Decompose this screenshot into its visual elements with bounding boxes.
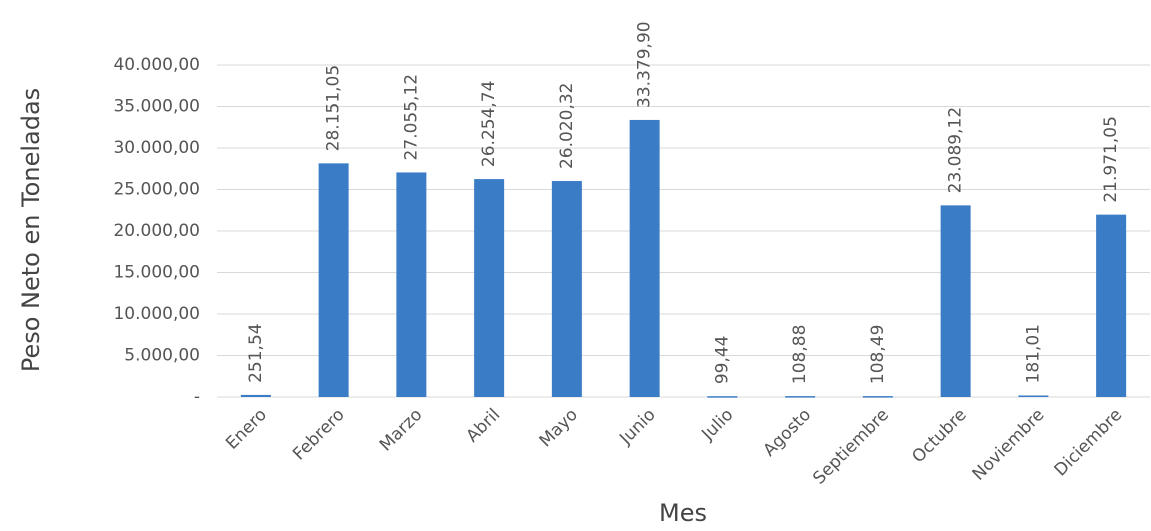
bar	[1018, 395, 1049, 397]
value-label: 33.379,90	[635, 21, 655, 108]
x-tick-label: Julio	[697, 405, 737, 445]
y-tick-label: 5.000,00	[124, 346, 200, 366]
y-tick-label: 35.000,00	[113, 97, 200, 117]
value-label: 28.151,05	[324, 65, 344, 152]
bar	[629, 119, 660, 397]
x-tick-label: Febrero	[289, 405, 349, 465]
x-tick-label: Septiembre	[809, 405, 893, 489]
x-tick-label: Noviembre	[969, 405, 1049, 485]
x-tick-label: Abril	[463, 405, 505, 447]
value-label: 27.055,12	[401, 74, 421, 161]
bar	[318, 163, 349, 397]
bar	[474, 179, 505, 397]
y-tick-label: 15.000,00	[113, 263, 200, 283]
bar	[785, 396, 816, 398]
bar	[240, 394, 271, 397]
bar	[862, 396, 893, 398]
value-label: 23.089,12	[946, 107, 966, 194]
y-tick-label: 10.000,00	[113, 304, 200, 324]
value-label: 99,44	[712, 336, 732, 385]
y-tick-label: -	[194, 387, 200, 407]
value-label: 26.020,32	[557, 83, 577, 170]
y-axis-title: Peso Neto en Toneladas	[17, 88, 45, 372]
y-tick-label: 30.000,00	[113, 138, 200, 158]
bar	[551, 181, 582, 397]
x-axis-title: Mes	[659, 499, 707, 527]
value-label: 108,49	[868, 325, 888, 384]
value-label: 251,54	[246, 323, 266, 382]
bar	[1096, 214, 1127, 397]
bar	[940, 205, 971, 397]
x-tick-label: Diciembre	[1051, 405, 1127, 481]
x-tick-label: Enero	[222, 405, 271, 454]
x-tick-label: Junio	[615, 405, 659, 449]
y-tick-label: 40.000,00	[113, 55, 200, 75]
x-tick-label: Mayo	[536, 405, 582, 451]
x-tick-label: Marzo	[376, 405, 426, 455]
y-tick-label: 25.000,00	[113, 180, 200, 200]
x-tick-label: Agosto	[760, 405, 816, 461]
value-label: 26.254,74	[479, 81, 499, 168]
value-label: 21.971,05	[1101, 116, 1121, 203]
value-label: 108,88	[790, 325, 810, 384]
x-tick-label: Octubre	[908, 405, 970, 467]
bar	[396, 172, 427, 397]
bar	[707, 396, 738, 398]
y-tick-label: 20.000,00	[113, 221, 200, 241]
value-label: 181,01	[1023, 324, 1043, 383]
